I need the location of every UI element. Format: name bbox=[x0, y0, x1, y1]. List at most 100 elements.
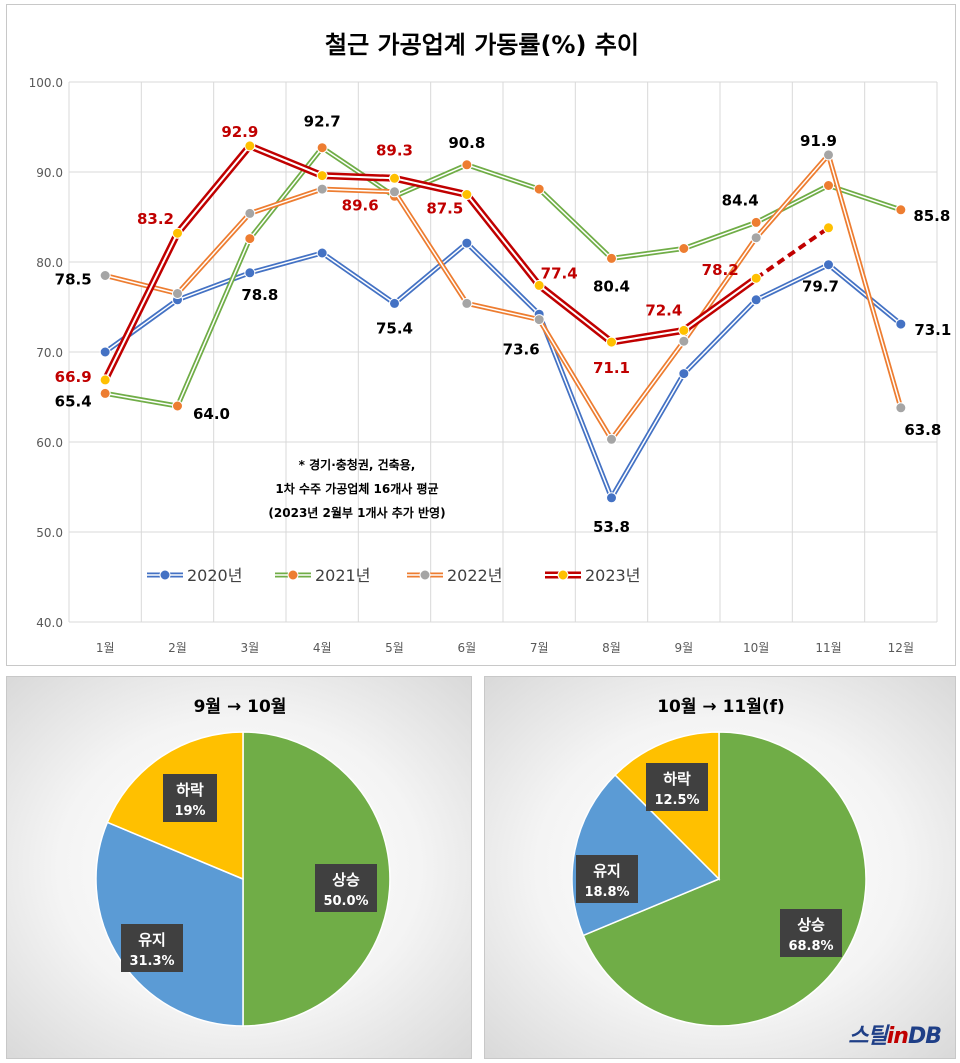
data-point bbox=[172, 288, 183, 299]
pie-label-name: 유지 bbox=[138, 931, 166, 949]
data-point bbox=[606, 336, 617, 348]
series-forecast-line bbox=[755, 226, 830, 280]
legend-marker bbox=[159, 569, 171, 581]
legend-item: 2021년 bbox=[275, 566, 370, 585]
data-point bbox=[750, 294, 762, 306]
line-chart: 철근 가공업계 가동률(%) 추이 40.0 50.0 60.0 70.0 80.0 90.… bbox=[29, 31, 952, 655]
data-point bbox=[533, 183, 545, 195]
data-point bbox=[316, 142, 328, 154]
data-label: 79.7 bbox=[802, 278, 839, 296]
data-point bbox=[461, 189, 473, 200]
x-tick-label: 3월 bbox=[240, 641, 259, 655]
pie-label-value: 50.0% bbox=[323, 894, 368, 909]
legend-label: 2020년 bbox=[187, 566, 242, 585]
data-point bbox=[678, 335, 690, 347]
data-point bbox=[99, 387, 111, 399]
pie-label-box bbox=[163, 774, 217, 822]
data-point bbox=[99, 374, 111, 386]
annotation-line: 1차 수주 가공업체 16개사 평균 bbox=[275, 481, 438, 496]
pie-slice-label: 상승 50.0% bbox=[315, 864, 377, 912]
data-label: 85.8 bbox=[913, 207, 950, 225]
steelindb-logo: 스틸inDB bbox=[848, 1024, 942, 1049]
y-tick-label: 100.0 bbox=[29, 76, 63, 90]
data-point bbox=[461, 297, 473, 309]
legend-marker bbox=[557, 569, 569, 581]
y-tick-label: 60.0 bbox=[36, 436, 63, 450]
legend-marker bbox=[287, 569, 299, 581]
pie-label-value: 31.3% bbox=[129, 954, 174, 969]
data-label: 80.4 bbox=[593, 277, 630, 295]
y-tick-label: 80.0 bbox=[36, 256, 63, 270]
data-point bbox=[606, 433, 617, 445]
data-point bbox=[461, 237, 473, 249]
data-point bbox=[244, 207, 256, 219]
data-label: 53.8 bbox=[593, 518, 630, 536]
data-point bbox=[606, 492, 617, 504]
pie-label-value: 12.5% bbox=[654, 793, 699, 808]
data-point bbox=[750, 232, 762, 244]
pie-slice-label: 유지 31.3% bbox=[121, 924, 183, 972]
data-point bbox=[316, 247, 328, 259]
x-tick-label: 6월 bbox=[457, 641, 476, 655]
data-label: 65.4 bbox=[55, 392, 92, 410]
data-point bbox=[895, 402, 907, 414]
legend-item: 2020년 bbox=[147, 566, 242, 585]
pie-label-box bbox=[780, 909, 842, 957]
data-point bbox=[389, 297, 400, 309]
data-point bbox=[172, 400, 183, 412]
annotation-line: (2023년 2월부 1개사 추가 반영) bbox=[268, 505, 445, 520]
data-point bbox=[823, 259, 834, 271]
x-tick-label: 7월 bbox=[530, 641, 549, 655]
data-label: 78.5 bbox=[55, 271, 92, 289]
data-point bbox=[678, 243, 690, 254]
data-point bbox=[606, 252, 617, 264]
legend-item: 2023년 bbox=[545, 566, 640, 585]
pie-title: 10월 → 11월(f) bbox=[657, 697, 785, 717]
series-line-inner bbox=[104, 144, 757, 381]
pie-slice-label: 유지 18.8% bbox=[576, 855, 638, 903]
y-tick-label: 90.0 bbox=[36, 166, 63, 180]
data-label: 64.0 bbox=[193, 405, 230, 423]
pie-label-box bbox=[646, 763, 708, 811]
data-point bbox=[316, 183, 328, 195]
y-tick-label: 40.0 bbox=[36, 616, 63, 630]
data-label: 87.5 bbox=[426, 200, 463, 218]
data-point bbox=[678, 368, 690, 380]
y-tick-label: 50.0 bbox=[36, 526, 63, 540]
pie-slice-label: 하락 12.5% bbox=[646, 763, 708, 811]
x-tick-label: 11월 bbox=[815, 641, 841, 655]
data-point bbox=[244, 267, 256, 279]
pie-label-name: 하락 bbox=[663, 770, 691, 788]
legend-marker bbox=[419, 569, 431, 581]
pie-chart-oct-nov-panel: 10월 → 11월(f) 상승 68.8% 유지 18.8% 하락 12.5% 스틸inDB bbox=[484, 676, 956, 1059]
data-point bbox=[533, 279, 545, 291]
data-label: 78.8 bbox=[241, 286, 278, 304]
data-label: 89.3 bbox=[376, 141, 413, 159]
pie-label-box bbox=[121, 924, 183, 972]
series-2023년 bbox=[99, 140, 834, 386]
data-label: 92.9 bbox=[221, 123, 258, 141]
data-label: 66.9 bbox=[55, 368, 92, 386]
series-2020년 bbox=[99, 237, 907, 504]
y-tick-label: 70.0 bbox=[36, 346, 63, 360]
data-label: 73.6 bbox=[503, 341, 540, 359]
legend-item: 2022년 bbox=[407, 566, 502, 585]
data-label: 92.7 bbox=[304, 113, 341, 131]
data-label: 71.1 bbox=[593, 359, 630, 377]
x-tick-label: 2월 bbox=[168, 641, 187, 655]
data-point bbox=[750, 216, 762, 228]
legend-label: 2021년 bbox=[315, 566, 370, 585]
data-point bbox=[172, 227, 183, 239]
data-label: 90.8 bbox=[448, 134, 485, 152]
pie-label-box bbox=[315, 864, 377, 912]
pie-chart-oct-nov: 10월 → 11월(f) 상승 68.8% 유지 18.8% 하락 12.5% bbox=[571, 697, 867, 1027]
data-label: 89.6 bbox=[342, 197, 379, 215]
pie-slice-label: 상승 68.8% bbox=[780, 909, 842, 957]
series-line-inner bbox=[105, 146, 902, 407]
series-line-inner bbox=[104, 154, 902, 441]
data-label: 73.1 bbox=[914, 321, 951, 339]
data-point bbox=[316, 170, 328, 182]
data-label: 77.4 bbox=[541, 264, 578, 282]
pie-label-value: 18.8% bbox=[584, 885, 629, 900]
